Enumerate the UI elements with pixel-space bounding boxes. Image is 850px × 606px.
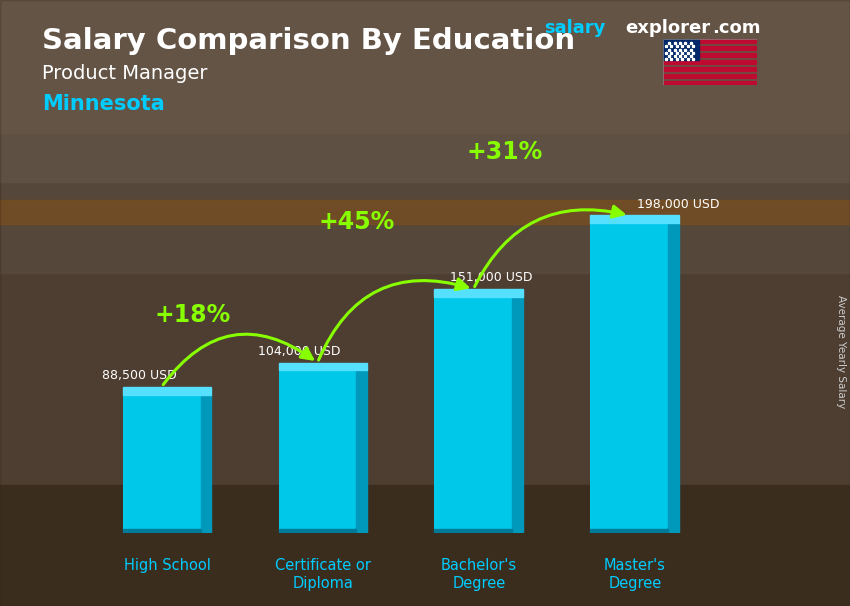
Bar [0, 0, 850, 182]
Polygon shape [356, 370, 367, 533]
Text: +18%: +18% [155, 302, 231, 327]
Polygon shape [434, 528, 513, 533]
Text: .com: .com [712, 19, 761, 38]
Polygon shape [668, 223, 679, 533]
Text: +31%: +31% [467, 140, 542, 164]
Text: High School: High School [123, 558, 211, 573]
Polygon shape [434, 289, 524, 297]
Bar [0, 0, 850, 273]
Bar [663, 39, 699, 61]
Bar [0, 0, 850, 133]
Polygon shape [122, 387, 212, 395]
Text: 151,000 USD: 151,000 USD [450, 271, 532, 284]
Text: Bachelor's
Degree: Bachelor's Degree [441, 558, 517, 591]
Text: Product Manager: Product Manager [42, 64, 208, 82]
FancyBboxPatch shape [122, 395, 201, 533]
Polygon shape [513, 297, 524, 533]
Text: Master's
Degree: Master's Degree [604, 558, 666, 591]
Polygon shape [122, 528, 201, 533]
FancyBboxPatch shape [434, 297, 513, 533]
Text: 88,500 USD: 88,500 USD [102, 369, 177, 382]
Text: Average Yearly Salary: Average Yearly Salary [836, 295, 846, 408]
Bar [663, 61, 756, 64]
Polygon shape [279, 528, 356, 533]
Bar [663, 53, 756, 57]
Text: +45%: +45% [319, 210, 394, 235]
Bar [663, 75, 756, 78]
Polygon shape [201, 395, 212, 533]
FancyBboxPatch shape [279, 370, 356, 533]
Text: 198,000 USD: 198,000 USD [638, 198, 720, 211]
Text: 104,000 USD: 104,000 USD [258, 345, 341, 358]
Text: Minnesota: Minnesota [42, 94, 165, 114]
Bar [0, 200, 850, 224]
Text: Salary Comparison By Education: Salary Comparison By Education [42, 27, 575, 55]
Bar [663, 81, 756, 85]
Polygon shape [279, 362, 367, 370]
Bar [663, 47, 756, 50]
Polygon shape [591, 216, 679, 223]
Bar [663, 39, 756, 43]
Text: salary: salary [544, 19, 605, 38]
Text: Certificate or
Diploma: Certificate or Diploma [275, 558, 371, 591]
Bar [0, 485, 850, 606]
Text: explorer: explorer [625, 19, 710, 38]
FancyBboxPatch shape [591, 223, 668, 533]
Bar [663, 67, 756, 71]
Polygon shape [591, 528, 668, 533]
